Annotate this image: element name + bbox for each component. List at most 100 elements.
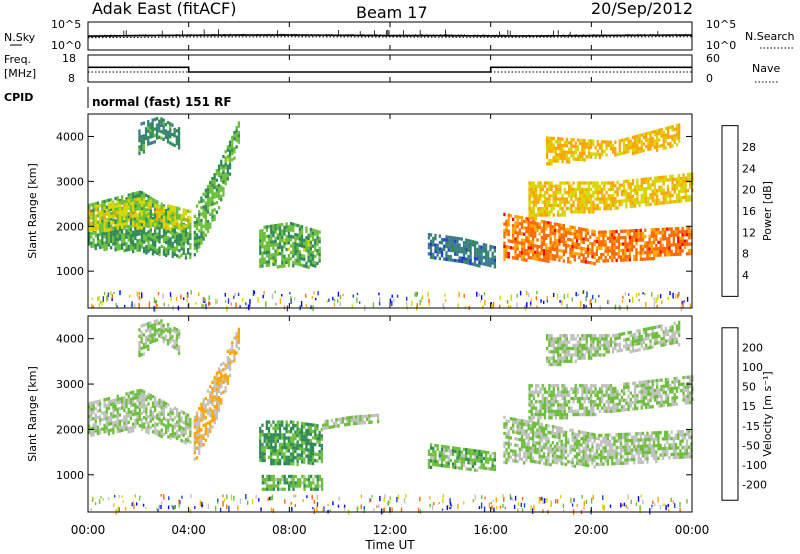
power-cell: [668, 243, 671, 247]
power-cell: [564, 230, 568, 235]
power-cell: [627, 140, 630, 144]
power-cell: [142, 140, 145, 144]
power-cell: [434, 256, 437, 260]
power-cell: [198, 213, 201, 217]
power-cell: [627, 143, 630, 147]
velocity-cell: [307, 458, 310, 462]
power-cell: [140, 194, 144, 198]
velocity-cell: [138, 334, 141, 338]
power-cell: [283, 229, 286, 233]
power-cell: [650, 247, 653, 251]
power-cell: [580, 253, 583, 257]
power-cell: [585, 155, 588, 159]
velocity-cell: [173, 422, 177, 426]
power-cell: [547, 221, 550, 225]
power-cell: [129, 224, 133, 229]
power-scatter-cell: [233, 295, 235, 299]
power-cell: [189, 210, 192, 214]
power-scatter-cell: [478, 292, 480, 297]
power-cell: [449, 258, 452, 262]
power-cell: [103, 241, 106, 245]
power-cell: [592, 142, 595, 147]
velocity-scatter-cell: [376, 505, 378, 508]
power-cell: [149, 238, 152, 242]
velocity-cell: [266, 481, 269, 485]
power-cell: [556, 222, 559, 227]
power-scatter-cell: [546, 296, 548, 301]
power-cell: [576, 144, 580, 149]
power-cell: [169, 227, 172, 231]
power-cell: [682, 186, 685, 190]
power-cell: [619, 258, 623, 262]
power-cell: [540, 248, 543, 252]
power-scatter-cell: [216, 299, 219, 304]
power-cell: [166, 140, 170, 144]
nsky-series-spikes: [88, 29, 692, 38]
velocity-scatter-cell: [171, 505, 173, 508]
power-cell: [660, 191, 663, 196]
power-cell: [634, 188, 637, 192]
power-cell: [90, 203, 93, 207]
power-cell: [546, 149, 549, 153]
power-cell: [261, 238, 264, 242]
velocity-cell: [222, 390, 225, 394]
power-cell: [645, 132, 648, 136]
power-cell: [553, 238, 557, 242]
velocity-scatter-cell: [343, 504, 346, 508]
velocity-cell: [443, 448, 446, 452]
power-cell: [434, 237, 437, 241]
velocity-cell: [145, 407, 148, 411]
power-cell: [586, 254, 590, 258]
power-cell: [611, 258, 614, 263]
velocity-cell: [198, 448, 201, 452]
velocity-cell: [184, 441, 188, 445]
velocity-cell: [288, 484, 291, 488]
velocity-cell: [443, 451, 446, 455]
power-cell: [233, 156, 236, 160]
power-cell: [575, 236, 579, 240]
power-cell: [590, 207, 593, 211]
power-cell: [568, 187, 571, 192]
velocity-scatter-cell: [642, 499, 644, 505]
velocity-scatter-cell: [378, 504, 380, 508]
velocity-scatter-cell: [502, 503, 504, 508]
power-cell: [155, 126, 159, 130]
power-cell: [94, 243, 97, 247]
power-cell: [596, 194, 599, 198]
power-cell: [132, 249, 135, 254]
power-cell: [151, 219, 155, 223]
power-cell: [565, 181, 569, 185]
power-cell: [272, 240, 275, 244]
power-cell: [318, 252, 321, 257]
velocity-cell: [211, 415, 214, 420]
velocity-cell: [292, 449, 295, 453]
velocity-cell: [88, 418, 91, 422]
velocity-cell: [266, 484, 269, 488]
power-cell: [657, 247, 660, 251]
power-cell: [584, 247, 587, 251]
power-cell: [136, 200, 139, 205]
power-cell: [125, 215, 128, 219]
power-cell: [294, 245, 297, 249]
velocity-cell: [178, 415, 181, 419]
velocity-scatter-cell: [679, 502, 681, 508]
power-cell: [305, 229, 308, 233]
velocity-cell: [228, 367, 232, 371]
power-cell: [173, 230, 177, 234]
power-cell: [551, 244, 554, 248]
velocity-cell: [209, 429, 212, 434]
power-cell: [447, 242, 450, 246]
power-scatter-cell: [524, 305, 526, 310]
power-cell: [116, 196, 119, 200]
power-cell: [563, 150, 566, 154]
velocity-scatter-cell: [651, 504, 653, 507]
power-cell: [547, 224, 550, 228]
power-cell: [512, 227, 515, 231]
velocity-cell: [155, 331, 159, 336]
power-cell: [646, 254, 649, 258]
velocity-cell: [222, 368, 225, 372]
power-cell: [656, 129, 659, 133]
power-cell: [565, 153, 569, 158]
power-cell: [593, 230, 596, 234]
power-cell: [287, 247, 290, 251]
